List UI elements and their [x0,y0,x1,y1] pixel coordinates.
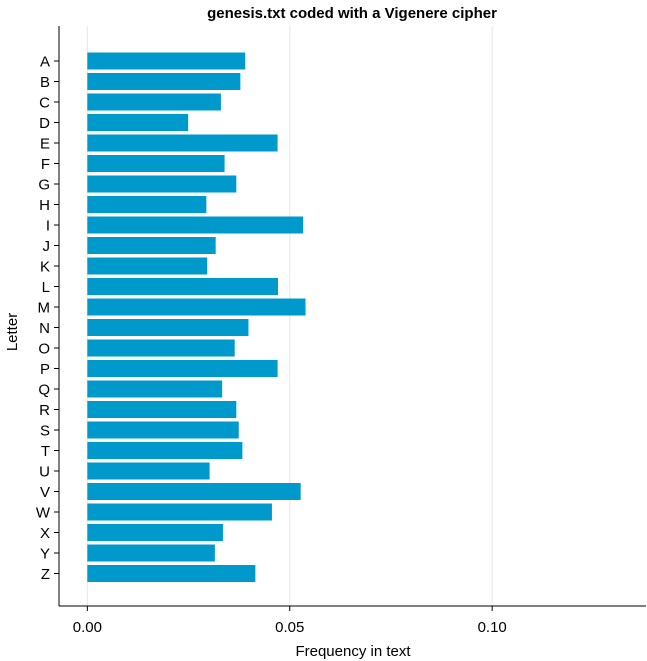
x-tick-label: 0.05 [275,619,304,636]
x-tick-label: 0.00 [73,619,102,636]
y-tick-label: M [38,300,51,317]
y-tick-label: X [40,525,50,542]
bar-J [87,237,216,254]
y-tick-label: J [43,238,51,255]
y-tick-label: F [41,156,50,173]
bars-layer [87,52,306,582]
y-tick-label: R [39,402,50,419]
bar-Z [87,565,256,582]
bar-Q [87,380,223,398]
y-tick-label: N [39,320,50,337]
bar-Y [87,544,215,562]
chart-title: genesis.txt coded with a Vigenere cipher [207,5,497,22]
axes-layer [54,26,646,611]
bar-B [87,73,241,90]
y-tick-label: Z [41,566,50,583]
bar-L [87,278,279,295]
y-tick-label: B [40,74,50,91]
y-tick-label: W [36,505,51,522]
y-tick-label: O [38,341,50,358]
bar-D [87,114,189,131]
bar-C [87,93,221,111]
bar-G [87,175,237,193]
bar-V [87,483,301,500]
y-tick-label: K [40,259,50,276]
y-tick-label: T [41,443,50,460]
bar-N [87,319,249,336]
bar-A [87,52,246,70]
bar-O [87,339,235,357]
bar-M [87,298,306,316]
y-tick-label: D [39,115,50,132]
bar-K [87,257,208,275]
bar-I [87,216,304,234]
y-tick-label: A [40,54,50,71]
bar-E [87,134,278,152]
bar-U [87,462,210,480]
x-tick-label: 0.10 [478,619,507,636]
bar-H [87,196,207,213]
y-axis-title: Letter [4,313,21,351]
y-tick-label: I [46,218,50,235]
bar-F [87,155,225,172]
y-tick-label: E [40,136,50,153]
y-tick-label: P [40,361,50,378]
y-tick-label: S [40,423,50,440]
bar-X [87,524,223,541]
bar-R [87,401,237,418]
y-tick-label: V [40,484,50,501]
y-tick-label: L [42,279,50,296]
y-tick-label: C [39,95,50,112]
x-axis-title: Frequency in text [295,643,411,660]
y-tick-label: Q [38,382,50,399]
bar-S [87,421,239,439]
y-tick-label: Y [40,546,50,563]
bar-W [87,503,272,521]
bar-P [87,360,278,377]
y-tick-label: G [38,177,50,194]
y-tick-label: H [39,197,50,214]
bar-T [87,442,243,459]
y-tick-label: U [39,464,50,481]
